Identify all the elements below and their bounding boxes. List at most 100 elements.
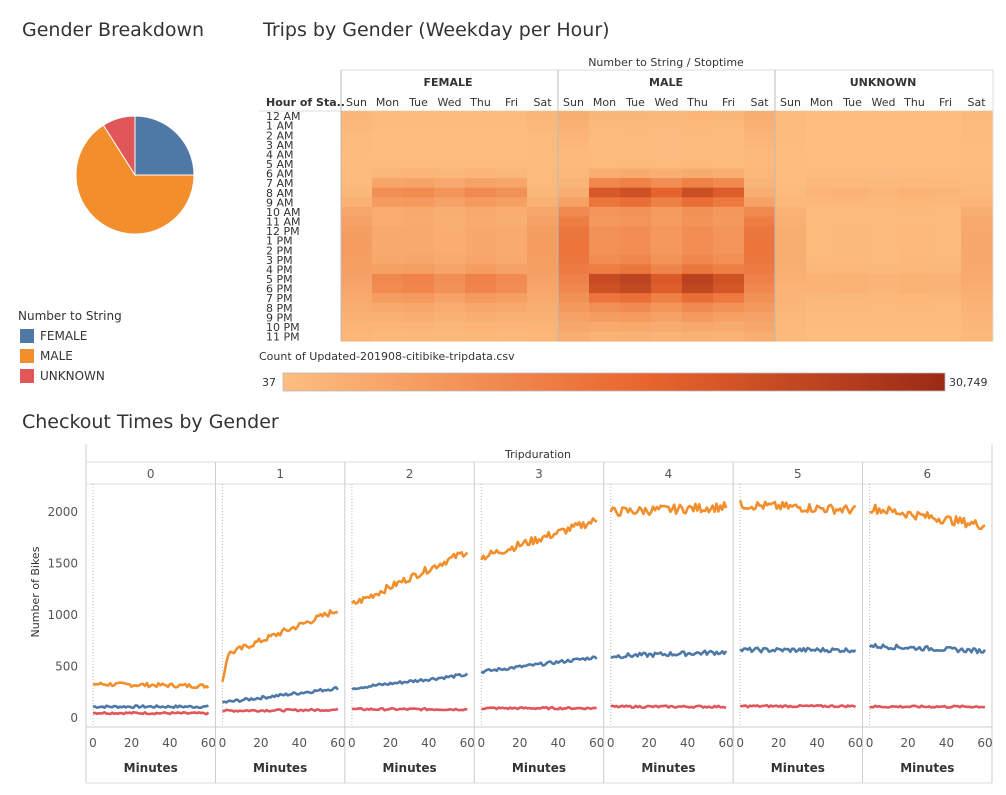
heatmap-cell[interactable]	[496, 273, 528, 285]
heatmap-cell[interactable]	[403, 178, 435, 189]
heatmap-cell[interactable]	[775, 245, 807, 256]
heatmap-cell[interactable]	[651, 235, 683, 246]
heatmap-cell[interactable]	[713, 245, 745, 256]
heatmap-cell[interactable]	[434, 178, 466, 189]
heatmap-cell[interactable]	[744, 158, 776, 170]
heatmap-cell[interactable]	[527, 187, 559, 198]
heatmap-cell[interactable]	[496, 130, 528, 141]
heatmap-cell[interactable]	[341, 321, 373, 333]
heatmap-cell[interactable]	[527, 321, 559, 333]
heatmap-cell[interactable]	[930, 139, 962, 150]
heatmap-cell[interactable]	[868, 130, 900, 141]
legend-swatch-female[interactable]	[20, 329, 34, 343]
heatmap-cell[interactable]	[806, 178, 838, 189]
series-female-line[interactable]	[739, 646, 857, 654]
heatmap-cell[interactable]	[620, 139, 652, 150]
heatmap-cell[interactable]	[496, 197, 528, 208]
heatmap-cell[interactable]	[403, 206, 435, 218]
heatmap-cell[interactable]	[527, 235, 559, 246]
heatmap-cell[interactable]	[930, 312, 962, 323]
heatmap-cell[interactable]	[682, 197, 714, 208]
heatmap-cell[interactable]	[372, 111, 404, 122]
heatmap-cell[interactable]	[341, 149, 373, 160]
heatmap-cell[interactable]	[527, 158, 559, 170]
heatmap-cell[interactable]	[403, 254, 435, 265]
heatmap-cell[interactable]	[806, 168, 838, 179]
heatmap-cell[interactable]	[930, 302, 962, 313]
heatmap-cell[interactable]	[558, 283, 590, 294]
heatmap-cell[interactable]	[341, 245, 373, 256]
heatmap-cell[interactable]	[961, 206, 993, 218]
heatmap-cell[interactable]	[651, 178, 683, 189]
heatmap-cell[interactable]	[806, 312, 838, 323]
heatmap-cell[interactable]	[434, 302, 466, 313]
heatmap-cell[interactable]	[465, 206, 497, 218]
heatmap-cell[interactable]	[713, 302, 745, 313]
heatmap-cell[interactable]	[527, 254, 559, 265]
heatmap-cell[interactable]	[899, 273, 931, 285]
heatmap-cell[interactable]	[434, 331, 466, 342]
heatmap-cell[interactable]	[558, 331, 590, 342]
heatmap-cell[interactable]	[403, 187, 435, 198]
heatmap-cell[interactable]	[372, 312, 404, 323]
heatmap-cell[interactable]	[589, 120, 621, 131]
heatmap-cell[interactable]	[465, 283, 497, 294]
legend-swatch-male[interactable]	[20, 349, 34, 363]
heatmap-cell[interactable]	[682, 283, 714, 294]
heatmap-cell[interactable]	[496, 111, 528, 122]
heatmap-cell[interactable]	[837, 321, 869, 333]
heatmap-cell[interactable]	[496, 264, 528, 275]
heatmap-cell[interactable]	[899, 331, 931, 342]
heatmap-cell[interactable]	[775, 130, 807, 141]
heatmap-cell[interactable]	[837, 264, 869, 275]
heatmap-cell[interactable]	[341, 111, 373, 122]
heatmap-cell[interactable]	[620, 178, 652, 189]
heatmap-cell[interactable]	[527, 139, 559, 150]
heatmap-cell[interactable]	[806, 283, 838, 294]
legend-label-male[interactable]: MALE	[40, 349, 73, 363]
heatmap-cell[interactable]	[713, 273, 745, 285]
heatmap-cell[interactable]	[465, 130, 497, 141]
heatmap-cell[interactable]	[868, 245, 900, 256]
heatmap-cell[interactable]	[434, 149, 466, 160]
heatmap-cell[interactable]	[558, 302, 590, 313]
heatmap-cell[interactable]	[341, 226, 373, 237]
heatmap-cell[interactable]	[899, 245, 931, 256]
heatmap-cell[interactable]	[527, 130, 559, 141]
heatmap-cell[interactable]	[403, 197, 435, 208]
heatmap-cell[interactable]	[775, 302, 807, 313]
heatmap-cell[interactable]	[465, 245, 497, 256]
heatmap-cell[interactable]	[961, 235, 993, 246]
heatmap-cell[interactable]	[682, 158, 714, 170]
heatmap-cell[interactable]	[899, 235, 931, 246]
heatmap-cell[interactable]	[372, 120, 404, 131]
heatmap-cell[interactable]	[744, 226, 776, 237]
heatmap-cell[interactable]	[713, 178, 745, 189]
heatmap-cell[interactable]	[589, 302, 621, 313]
heatmap-cell[interactable]	[806, 302, 838, 313]
heatmap-cell[interactable]	[961, 149, 993, 160]
series-unknown-line[interactable]	[481, 705, 597, 711]
heatmap-cell[interactable]	[930, 216, 962, 227]
heatmap-cell[interactable]	[620, 245, 652, 256]
heatmap-cell[interactable]	[930, 168, 962, 179]
heatmap-cell[interactable]	[682, 321, 714, 333]
heatmap-cell[interactable]	[558, 158, 590, 170]
heatmap-cell[interactable]	[775, 273, 807, 285]
heatmap-cell[interactable]	[434, 254, 466, 265]
heatmap-cell[interactable]	[868, 139, 900, 150]
heatmap-cell[interactable]	[589, 331, 621, 342]
heatmap-cell[interactable]	[341, 178, 373, 189]
heatmap-cell[interactable]	[527, 273, 559, 285]
heatmap-cell[interactable]	[899, 197, 931, 208]
heatmap-cell[interactable]	[899, 149, 931, 160]
heatmap-cell[interactable]	[341, 264, 373, 275]
heatmap-cell[interactable]	[682, 187, 714, 198]
heatmap-cell[interactable]	[961, 187, 993, 198]
heatmap-cell[interactable]	[558, 226, 590, 237]
heatmap-cell[interactable]	[620, 254, 652, 265]
heatmap-cell[interactable]	[372, 158, 404, 170]
heatmap-cell[interactable]	[744, 264, 776, 275]
heatmap-cell[interactable]	[961, 197, 993, 208]
heatmap-cell[interactable]	[403, 149, 435, 160]
